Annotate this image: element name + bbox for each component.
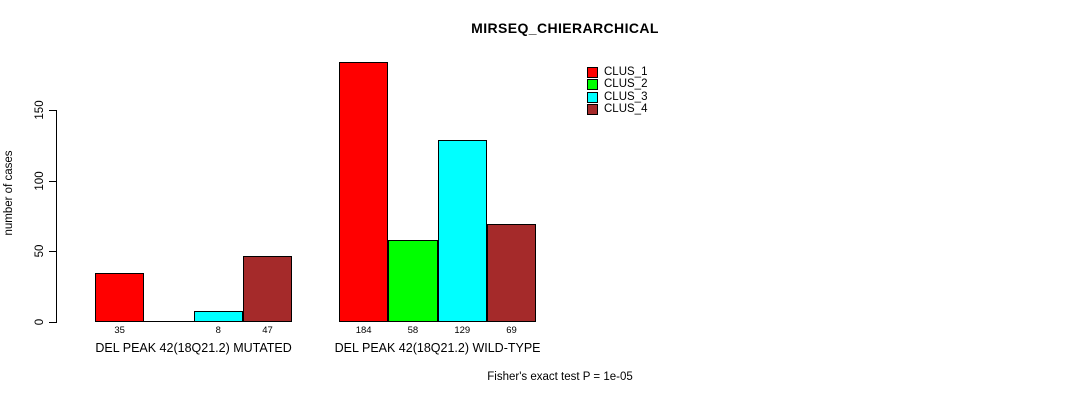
bar-value-label: 58: [407, 325, 419, 336]
legend-label: CLUS_3: [604, 90, 648, 103]
bar-value-label: 8: [215, 325, 221, 336]
y-axis-line: [56, 110, 57, 323]
bar-clus_4-group1: [242, 255, 293, 322]
chart-title: MIRSEQ_CHIERARCHICAL: [471, 20, 659, 36]
y-tick-mark: [49, 180, 56, 182]
bar-clus_4-group2: [486, 224, 537, 322]
y-tick-mark: [49, 110, 56, 111]
y-tick-label: 50: [34, 244, 46, 258]
legend-swatch-icon: [587, 66, 598, 78]
legend-swatch-icon: [587, 91, 598, 103]
legend-swatch-icon: [587, 79, 598, 91]
bar-value-label: 129: [454, 325, 471, 336]
bar-value-label: 47: [262, 325, 273, 336]
bar-clus_1-group2: [339, 61, 389, 322]
bar-clus_3-group2: [437, 139, 487, 322]
bar-value-label: 184: [355, 325, 372, 336]
y-tick-label: 100: [34, 171, 46, 191]
legend-label: CLUS_4: [604, 103, 648, 116]
y-axis-label: number of cases: [3, 150, 15, 236]
bar-clus_1-group1: [95, 272, 145, 322]
legend-label: CLUS_2: [604, 78, 648, 91]
bar-value-label: 35: [114, 325, 125, 336]
bar-value-label: 69: [506, 325, 517, 336]
bar-clus_3-group1: [193, 310, 243, 322]
bar-clus_2-group2: [388, 240, 438, 322]
legend-label: CLUS_1: [604, 65, 648, 78]
x-category-label: DEL PEAK 42(18Q21.2) WILD-TYPE: [334, 341, 541, 355]
y-tick-label: 0: [34, 318, 46, 326]
legend-swatch-icon: [587, 104, 598, 116]
x-category-label: DEL PEAK 42(18Q21.2) MUTATED: [95, 341, 292, 355]
y-tick-mark: [49, 322, 56, 323]
fisher-test-annotation: Fisher's exact test P = 1e-05: [487, 371, 633, 383]
y-tick-mark: [49, 251, 56, 253]
y-tick-label: 150: [34, 100, 46, 120]
